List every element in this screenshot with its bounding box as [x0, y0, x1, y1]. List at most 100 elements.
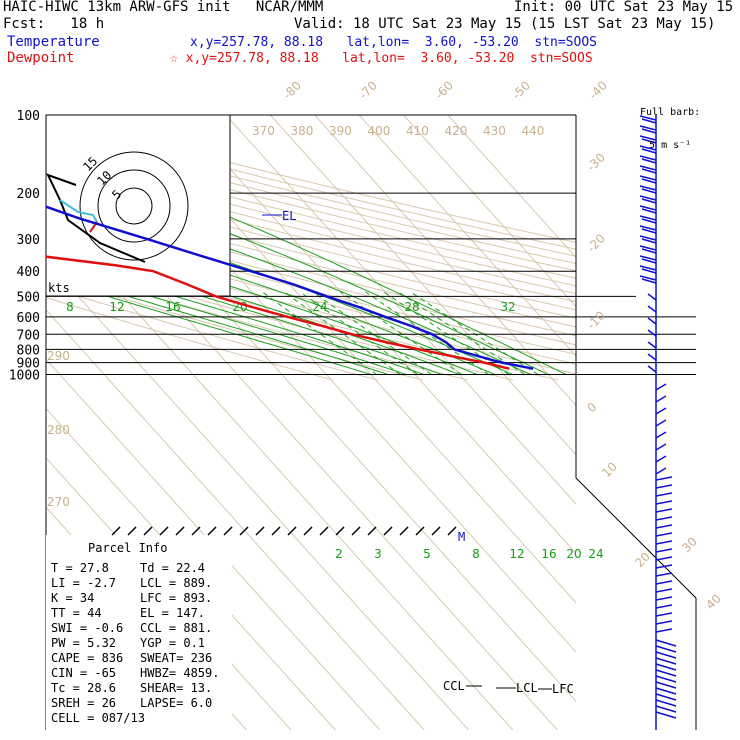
isotherm-label: -10 [584, 308, 608, 332]
dry-adiabat [46, 133, 576, 264]
moist-adiabat [46, 276, 371, 375]
isotherm-label: 0 [584, 400, 599, 415]
wind-barb [655, 383, 667, 391]
hatch-mark [431, 526, 441, 536]
pressure-label: 600 [17, 311, 40, 326]
wind-barb [655, 564, 673, 569]
parcel-info-title: Parcel Info [88, 541, 167, 555]
dry-adiabat [46, 285, 378, 381]
mixing-ratio-label: 5 [423, 547, 431, 561]
mixing-ratio-line [262, 291, 378, 375]
wind-barb [639, 185, 657, 194]
wind-barb [655, 663, 677, 671]
parcel-info-left: CIN = -65 [51, 666, 116, 680]
hatch-mark [191, 526, 201, 536]
wind-barb [655, 669, 677, 677]
ccl-label: CCL [443, 679, 465, 693]
wind-barb [655, 612, 673, 617]
parcel-info-left: CELL = 087/13 [51, 711, 145, 725]
wind-barb [639, 275, 657, 284]
wind-barb [639, 135, 657, 144]
wind-barb [655, 431, 667, 439]
mixing-ratio-line [283, 291, 401, 375]
pressure-label: 300 [17, 233, 40, 248]
wind-barb [655, 407, 667, 415]
dry-adiabat [46, 275, 423, 381]
isotherm-label: 40 [703, 591, 724, 612]
hodograph-ring [97, 169, 171, 243]
mixing-ratio-label: 32 [500, 300, 515, 314]
dry-adiabat [46, 264, 468, 381]
wind-barb [639, 235, 657, 244]
wind-barb [655, 556, 673, 561]
mixing-ratio-label: 3 [374, 547, 382, 561]
isotherm-label: -70 [356, 78, 380, 102]
wind-barb [647, 353, 657, 361]
hatch-mark [207, 526, 217, 536]
parcel-info-right: LAPSE= 6.0 [140, 696, 212, 710]
hodograph-box [45, 114, 231, 297]
isotherm-line [225, 115, 576, 505]
valid-time: Valid: 18 UTC Sat 23 May 15 (15 LST Sat … [294, 16, 716, 32]
mixing-ratio-line [299, 291, 418, 375]
isotherm-line [181, 115, 576, 555]
hatch-mark [335, 526, 345, 536]
wind-barb [639, 265, 657, 274]
mixing-ratio-label: 8 [472, 547, 480, 561]
hatch-mark [351, 526, 361, 536]
parcel-info-right: LCL = 889. [140, 576, 212, 590]
isotherm-label: 10 [599, 459, 620, 480]
isotherm-label: -80 [280, 78, 304, 102]
wind-barb [655, 500, 673, 505]
wind-barb [639, 255, 657, 264]
parcel-info-left: TT = 44 [51, 606, 102, 620]
barb-legend: Full barb: 5 m s⁻¹ [640, 85, 700, 162]
parcel-info-right: LFC = 893. [140, 591, 212, 605]
wind-barb [639, 225, 657, 234]
wind-barb [655, 455, 667, 463]
wind-barb [655, 604, 673, 609]
hatch-mark [271, 526, 281, 536]
isotherm-line [46, 407, 336, 730]
dry-adiabat [46, 254, 514, 381]
pressure-label: 1000 [9, 369, 40, 384]
isotherm-label: 30 [679, 534, 700, 555]
pressure-label: 900 [17, 357, 40, 372]
theta-label: 430 [483, 124, 506, 138]
moist-adiabat [84, 160, 567, 375]
mixing-ratio-label: 28 [404, 300, 419, 314]
wind-barb [655, 687, 677, 695]
parcel-info-right: SHEAR= 13. [140, 681, 212, 695]
mixing-ratio-label: 16 [541, 547, 556, 561]
dry-adiabat [48, 115, 576, 243]
wind-barb [647, 365, 657, 373]
isotherm-label: -30 [584, 150, 608, 174]
isotherm-line [269, 115, 576, 456]
mixing-ratio-line [340, 291, 462, 375]
wind-barb [655, 540, 673, 545]
isotherm-line [46, 309, 425, 730]
hodograph-ring [79, 151, 189, 261]
wind-barb [639, 115, 657, 124]
wind-barb [639, 165, 657, 174]
wind-barb [647, 341, 657, 349]
dewpoint-legend: Dewpoint [7, 50, 75, 66]
theta-label: 400 [368, 124, 391, 138]
wind-barb [655, 548, 673, 553]
wind-barb [655, 639, 677, 647]
isotherm-line [447, 115, 576, 259]
mixing-ratio-label: 16 [165, 300, 180, 314]
hatch-mark [415, 526, 425, 536]
parcel-info-left: SWI = -0.6 [51, 621, 123, 635]
hatch-mark [287, 526, 297, 536]
dry-adiabat [46, 119, 576, 250]
wind-barb [647, 329, 657, 337]
wind-barb [655, 651, 677, 659]
parcel-info-right: HWBZ= 4859. [140, 666, 219, 680]
mixing-ratio-label: 12 [509, 547, 524, 561]
hodograph-trace-low [59, 199, 98, 223]
hatch-mark [175, 526, 185, 536]
mixing-ratio-line [365, 291, 490, 375]
mixing-ratio-line [410, 291, 539, 375]
